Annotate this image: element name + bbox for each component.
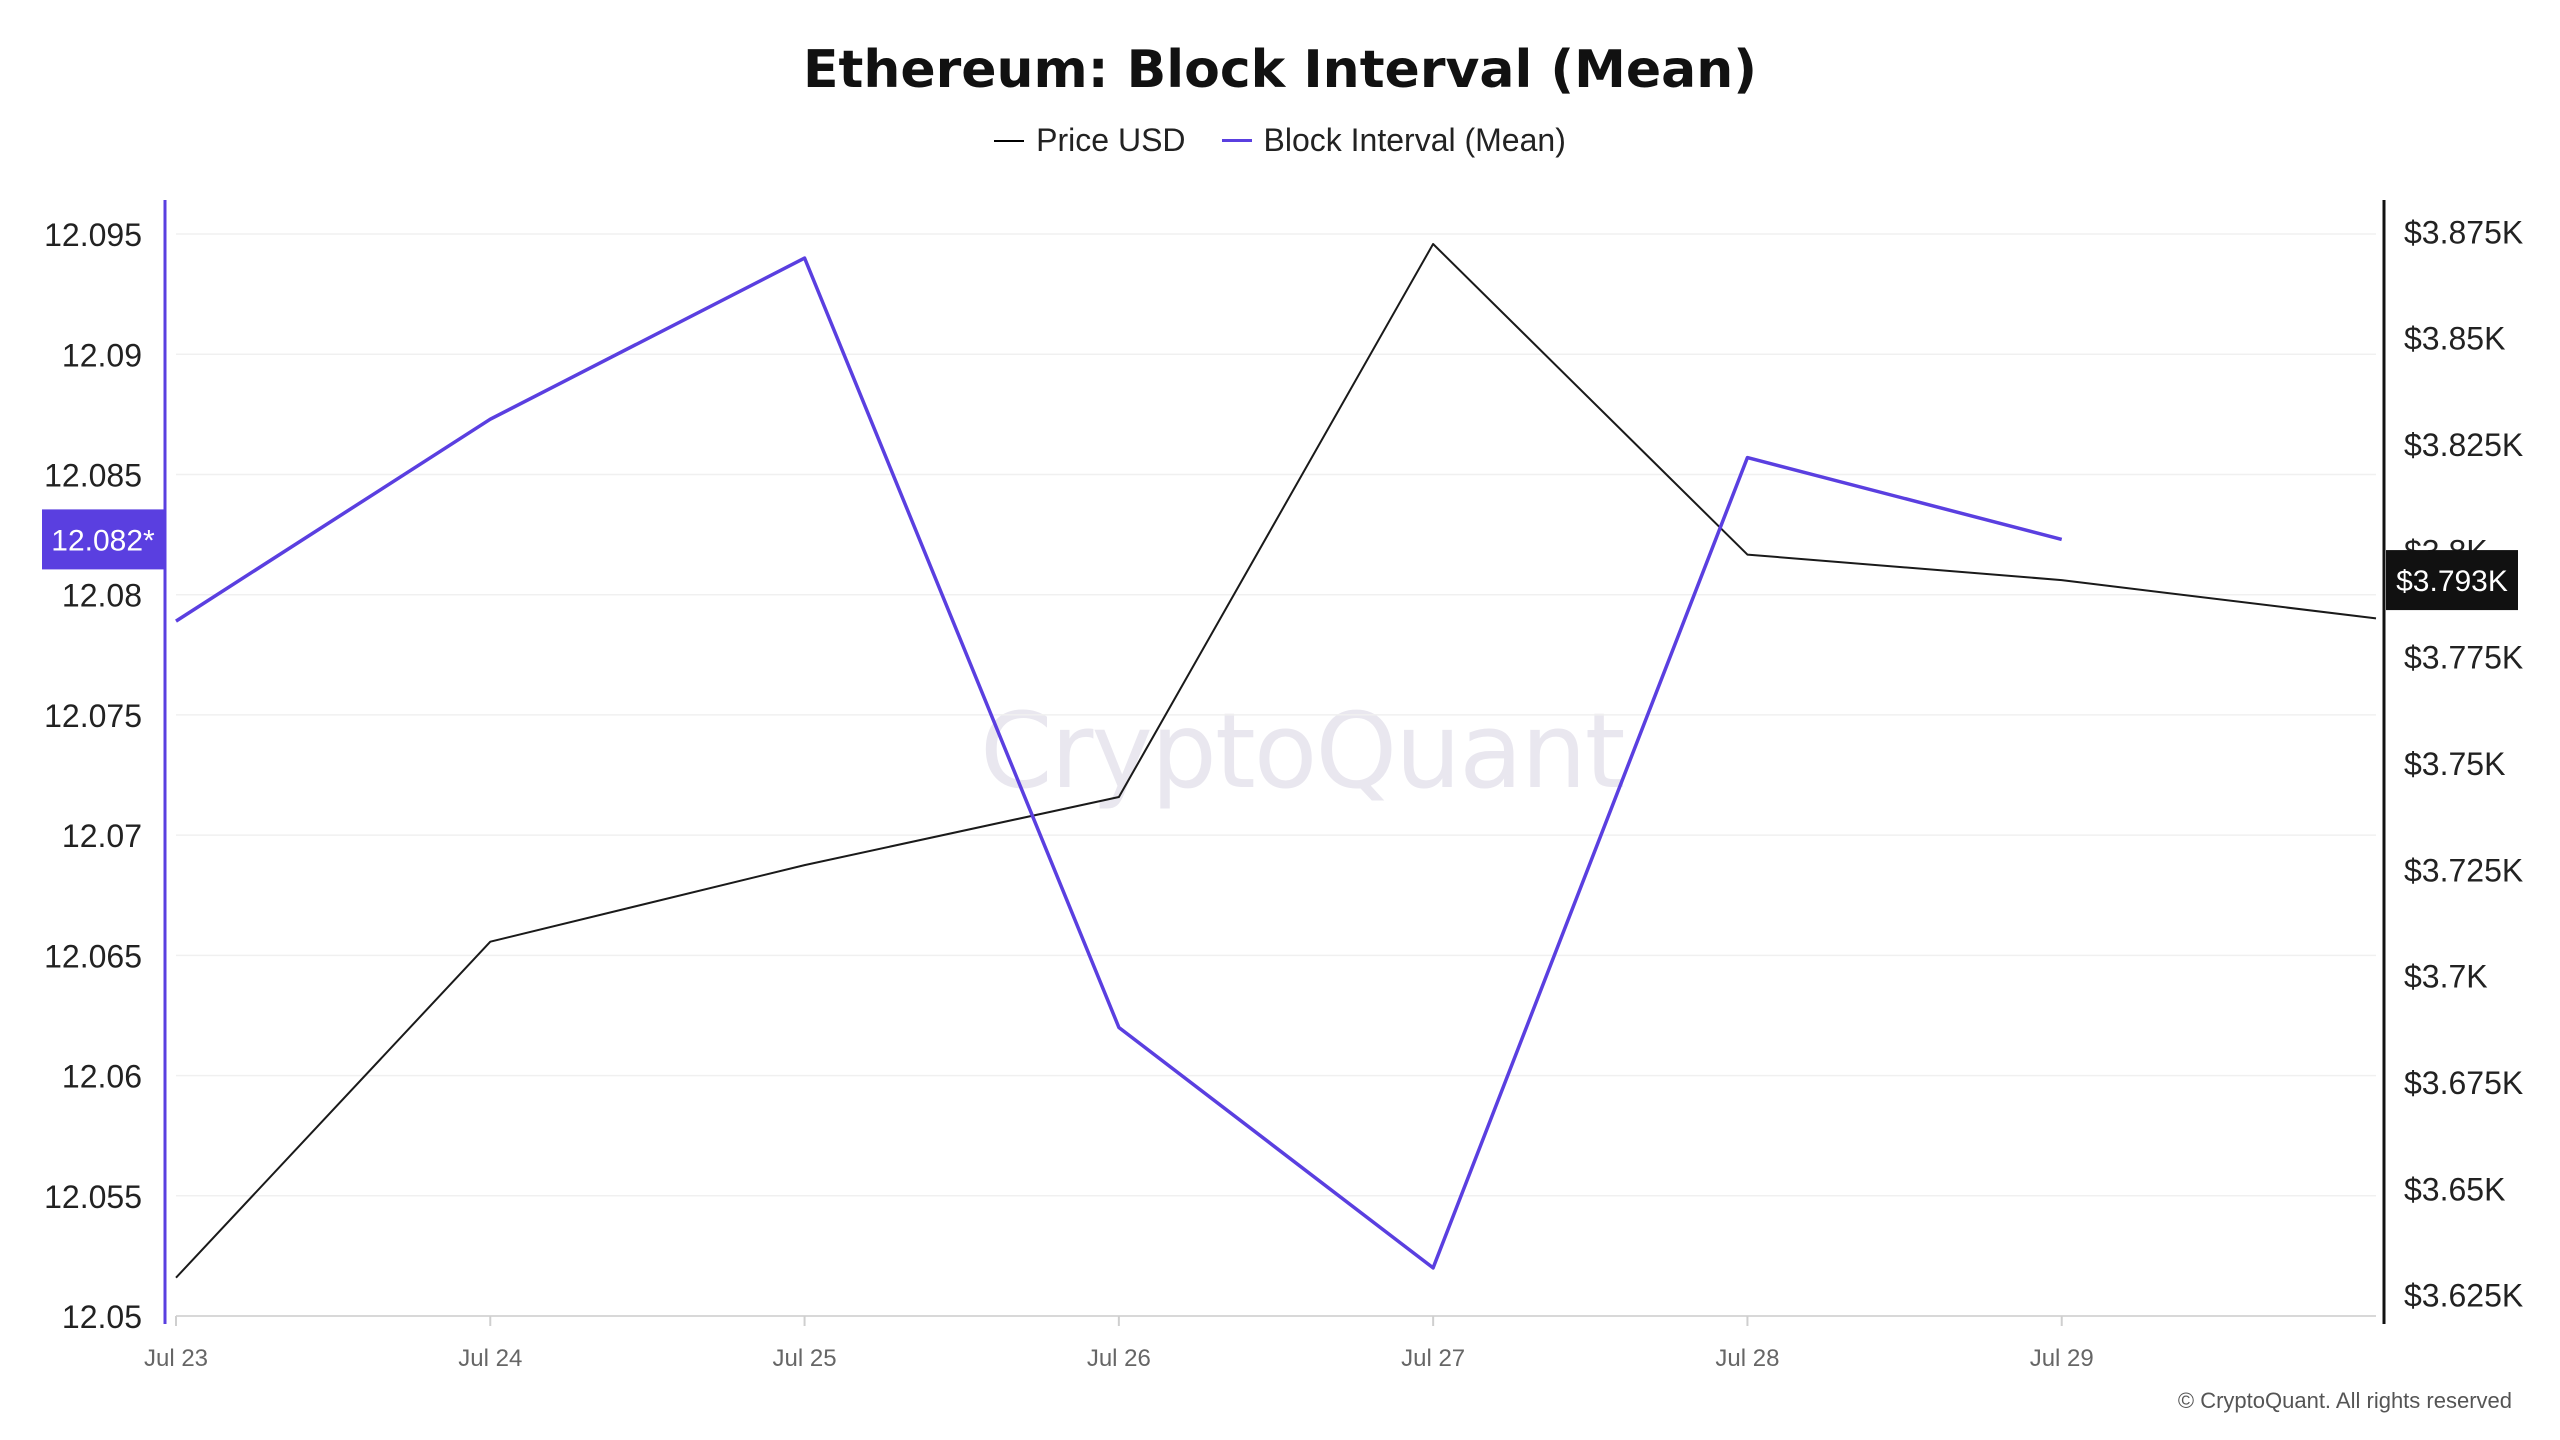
current-value-label-left: 12.082* <box>51 524 155 557</box>
y-left-tick-label: 12.06 <box>62 1059 142 1095</box>
legend-label-price: Price USD <box>1036 122 1186 158</box>
y-right-tick-label: $3.875K <box>2404 214 2523 250</box>
current-value-badge-left <box>42 509 164 570</box>
y-right-tick-label: $3.85K <box>2404 321 2505 357</box>
x-tick-label: Jul 23 <box>144 1345 208 1372</box>
x-tick-label: Jul 24 <box>458 1345 522 1372</box>
x-tick-label: Jul 29 <box>2030 1345 2094 1372</box>
y-right-tick-label: $3.775K <box>2404 640 2523 676</box>
legend-swatch-block-interval <box>1221 139 1252 142</box>
y-right-tick-label: $3.675K <box>2404 1065 2523 1101</box>
y-left-tick-label: 12.07 <box>62 818 142 854</box>
y-right-tick-label: $3.825K <box>2404 427 2523 463</box>
y-right-tick-label: $3.75K <box>2404 746 2505 782</box>
legend-swatch-price <box>994 139 1025 142</box>
chart-title: Ethereum: Block Interval (Mean) <box>802 40 1758 100</box>
current-value-badge-right <box>2386 550 2518 611</box>
y-left-tick-label: 12.09 <box>62 337 142 373</box>
watermark-logo: CryptoQuant <box>980 690 1626 812</box>
y-left-tick-label: 12.075 <box>44 698 142 734</box>
y-right-tick-label: $3.725K <box>2404 852 2523 888</box>
x-tick-label: Jul 28 <box>1715 1345 1779 1372</box>
y-right-tick-label: $3.7K <box>2404 959 2488 995</box>
y-left-tick-label: 12.055 <box>44 1179 142 1215</box>
y-left-tick-label: 12.085 <box>44 457 142 493</box>
x-tick-label: Jul 25 <box>773 1345 837 1372</box>
y-right-tick-label: $3.625K <box>2404 1278 2523 1314</box>
y-right-tick-label: $3.65K <box>2404 1171 2505 1207</box>
x-tick-label: Jul 27 <box>1401 1345 1465 1372</box>
y-left-tick-label: 12.05 <box>62 1299 142 1335</box>
y-left-tick-label: 12.065 <box>44 938 142 974</box>
y-left-tick-label: 12.08 <box>62 578 142 614</box>
current-value-label-right: $3.793K <box>2396 565 2508 598</box>
legend-label-block-interval: Block Interval (Mean) <box>1263 122 1566 158</box>
legend-item-price[interactable]: Price USD <box>994 122 1186 159</box>
legend: Price USD Block Interval (Mean) <box>0 122 2560 159</box>
series-line-block-interval <box>175 256 2063 1270</box>
series-line-price <box>175 243 2377 1279</box>
y-left-tick-label: 12.095 <box>44 217 142 253</box>
legend-item-block-interval[interactable]: Block Interval (Mean) <box>1221 122 1566 159</box>
x-tick-label: Jul 26 <box>1087 1345 1151 1372</box>
copyright-notice: © CryptoQuant. All rights reserved <box>2177 1388 2512 1413</box>
